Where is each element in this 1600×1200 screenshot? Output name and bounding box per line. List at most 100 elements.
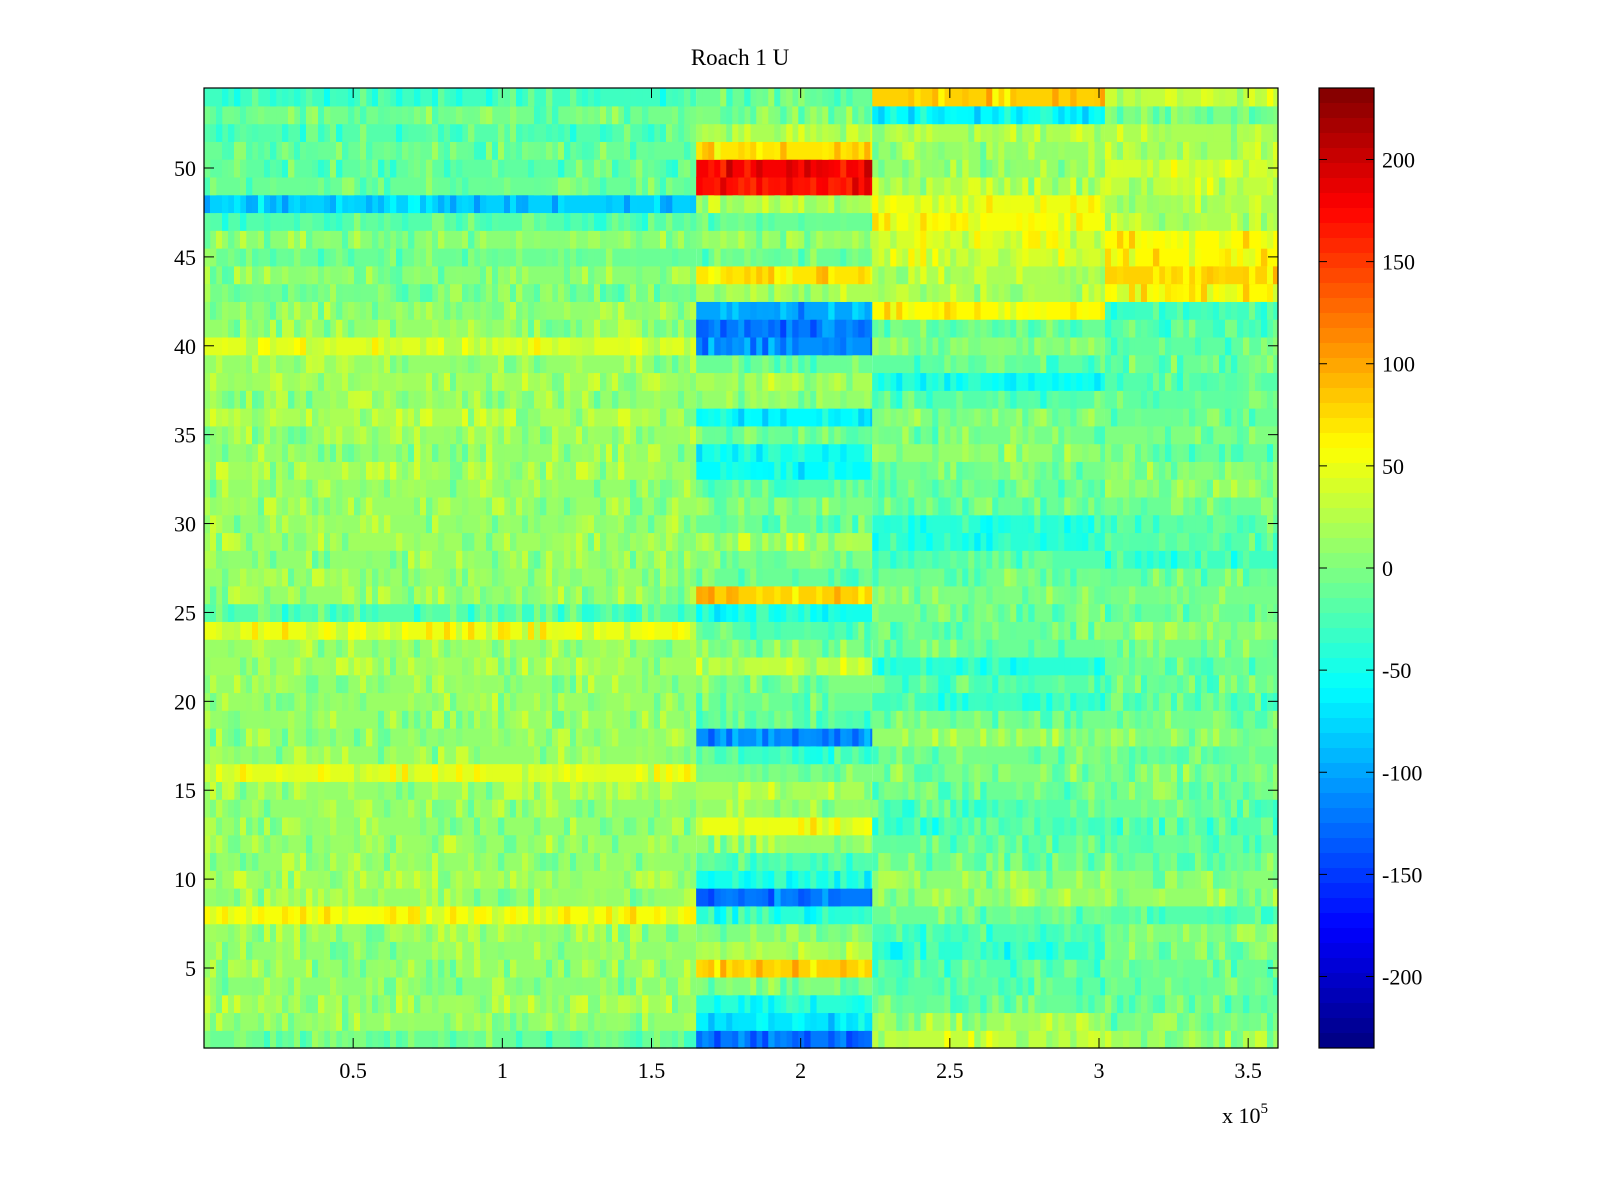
heatmap-noise (468, 816, 475, 836)
heatmap-noise (810, 905, 817, 925)
heatmap-noise (492, 621, 499, 640)
heatmap-noise (336, 194, 343, 214)
heatmap-noise (1082, 621, 1089, 640)
heatmap-noise (576, 976, 583, 996)
heatmap-noise (944, 603, 951, 622)
heatmap-noise (744, 194, 751, 214)
heatmap-noise (708, 923, 715, 942)
heatmap-noise (360, 603, 367, 622)
heatmap-noise (1104, 763, 1112, 782)
heatmap-noise (828, 194, 835, 214)
heatmap-noise (402, 639, 409, 658)
heatmap-noise (974, 372, 981, 391)
heatmap-noise (1164, 870, 1172, 889)
heatmap-noise (540, 479, 547, 498)
heatmap-noise (1206, 941, 1214, 960)
heatmap-noise (624, 639, 631, 658)
heatmap-noise (654, 283, 661, 302)
heatmap-noise (468, 1030, 475, 1049)
heatmap-noise (1176, 834, 1184, 854)
heatmap-noise (962, 905, 969, 925)
heatmap-noise (390, 976, 397, 996)
heatmap-noise (744, 870, 751, 889)
heatmap-noise (732, 461, 739, 480)
heatmap-noise (1010, 852, 1017, 871)
heatmap-noise (582, 212, 589, 231)
heatmap-noise (696, 568, 703, 587)
heatmap-noise (810, 354, 817, 374)
heatmap-noise (962, 461, 969, 480)
heatmap-noise (962, 425, 969, 445)
heatmap-noise (432, 994, 439, 1014)
heatmap-noise (768, 550, 775, 569)
heatmap-noise (282, 194, 289, 214)
heatmap-noise (210, 550, 217, 569)
heatmap-noise (318, 888, 325, 907)
heatmap-noise (920, 176, 927, 196)
heatmap-noise (246, 479, 253, 498)
heatmap-noise (372, 425, 379, 445)
heatmap-noise (1152, 1012, 1160, 1031)
heatmap-noise (660, 816, 667, 836)
heatmap-noise (956, 354, 963, 374)
heatmap-noise (986, 141, 993, 160)
heatmap-noise (522, 621, 529, 640)
heatmap-noise (414, 870, 421, 889)
heatmap-noise (1182, 745, 1190, 765)
heatmap-noise (792, 603, 799, 622)
heatmap-noise (774, 550, 781, 569)
heatmap-noise (750, 194, 757, 214)
heatmap-noise (774, 141, 781, 160)
heatmap-noise (750, 923, 757, 942)
heatmap-noise (1010, 88, 1017, 107)
heatmap-noise (908, 959, 915, 978)
heatmap-noise (1188, 728, 1196, 747)
heatmap-noise (474, 923, 481, 942)
heatmap-noise (1122, 888, 1130, 907)
heatmap-noise (576, 852, 583, 871)
heatmap-noise (246, 888, 253, 907)
heatmap-noise (480, 141, 487, 160)
heatmap-noise (390, 656, 397, 676)
heatmap-noise (1094, 354, 1101, 374)
heatmap-noise (1028, 959, 1035, 978)
heatmap-noise (1194, 745, 1202, 765)
heatmap-noise (414, 159, 421, 178)
heatmap-noise (1116, 781, 1124, 800)
heatmap-noise (1022, 1030, 1029, 1049)
heatmap-noise (726, 656, 733, 676)
heatmap-noise (828, 425, 835, 445)
heatmap-noise (878, 852, 885, 871)
heatmap-noise (684, 159, 691, 178)
heatmap-noise (240, 585, 247, 605)
heatmap-noise (402, 834, 409, 854)
heatmap-noise (624, 816, 631, 836)
heatmap-noise (1016, 994, 1023, 1014)
heatmap-noise (1206, 1012, 1214, 1031)
heatmap-noise (896, 319, 903, 338)
heatmap-noise (576, 425, 583, 445)
heatmap-noise (1076, 923, 1083, 942)
heatmap-noise (1088, 888, 1095, 907)
heatmap-noise (914, 923, 921, 942)
heatmap-noise (510, 194, 517, 214)
heatmap-noise (252, 834, 259, 854)
heatmap-noise (744, 159, 751, 178)
heatmap-noise (944, 994, 951, 1014)
heatmap-noise (558, 692, 565, 711)
heatmap-noise (384, 976, 391, 996)
heatmap-noise (956, 248, 963, 267)
heatmap-noise (986, 408, 993, 427)
heatmap-noise (1116, 994, 1124, 1014)
heatmap-noise (732, 959, 739, 978)
heatmap-noise (1034, 959, 1041, 978)
heatmap-noise (486, 212, 493, 231)
heatmap-noise (828, 870, 835, 889)
heatmap-noise (240, 923, 247, 942)
heatmap-noise (908, 88, 915, 107)
heatmap-noise (762, 763, 769, 782)
heatmap-noise (642, 176, 649, 196)
heatmap-noise (950, 336, 957, 356)
heatmap-noise (828, 265, 835, 285)
heatmap-noise (234, 959, 241, 978)
